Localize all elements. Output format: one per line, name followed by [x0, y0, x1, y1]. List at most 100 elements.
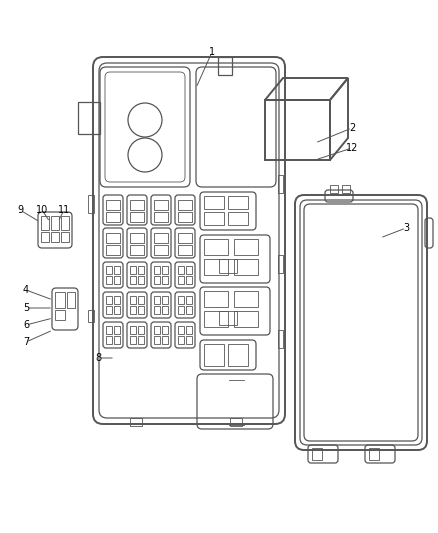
Bar: [138, 276, 144, 284]
Bar: [234, 291, 258, 307]
Bar: [162, 306, 168, 314]
Bar: [369, 448, 379, 460]
Text: 11: 11: [58, 205, 70, 215]
Bar: [88, 310, 94, 322]
Bar: [278, 255, 283, 273]
Bar: [154, 200, 168, 210]
Bar: [312, 448, 322, 460]
Bar: [154, 266, 160, 274]
Bar: [130, 418, 142, 426]
Bar: [41, 232, 49, 242]
Bar: [67, 292, 75, 308]
Text: 1: 1: [209, 47, 215, 57]
Bar: [154, 306, 160, 314]
Bar: [106, 326, 112, 334]
Bar: [234, 259, 258, 275]
Bar: [204, 311, 228, 327]
Bar: [162, 266, 168, 274]
Bar: [219, 259, 237, 273]
Bar: [106, 276, 112, 284]
Bar: [106, 245, 120, 255]
Bar: [178, 212, 192, 222]
Bar: [186, 276, 192, 284]
Text: 3: 3: [403, 223, 409, 233]
Bar: [138, 296, 144, 304]
Bar: [106, 336, 112, 344]
Bar: [130, 336, 136, 344]
Bar: [138, 306, 144, 314]
Bar: [154, 276, 160, 284]
Bar: [51, 232, 59, 242]
Bar: [228, 196, 248, 209]
Bar: [154, 296, 160, 304]
Bar: [204, 259, 228, 275]
Bar: [234, 311, 258, 327]
Bar: [265, 100, 330, 160]
Bar: [278, 175, 283, 193]
Text: 4: 4: [23, 285, 29, 295]
Bar: [204, 291, 228, 307]
Bar: [114, 266, 120, 274]
Bar: [218, 57, 232, 75]
Bar: [106, 296, 112, 304]
Bar: [186, 266, 192, 274]
Bar: [138, 336, 144, 344]
Bar: [55, 292, 65, 308]
Bar: [138, 266, 144, 274]
Bar: [130, 326, 136, 334]
Bar: [228, 344, 248, 366]
Text: 5: 5: [23, 303, 29, 313]
Bar: [130, 276, 136, 284]
Text: 2: 2: [349, 123, 355, 133]
Bar: [186, 326, 192, 334]
Bar: [342, 185, 350, 193]
Bar: [78, 102, 100, 134]
Text: 12: 12: [346, 143, 358, 153]
Bar: [51, 216, 59, 230]
Bar: [138, 326, 144, 334]
Bar: [178, 266, 184, 274]
Bar: [154, 233, 168, 243]
Bar: [106, 233, 120, 243]
Bar: [88, 195, 94, 213]
Bar: [106, 212, 120, 222]
Bar: [230, 418, 242, 426]
Bar: [130, 200, 144, 210]
Bar: [162, 336, 168, 344]
Bar: [61, 216, 69, 230]
Bar: [204, 212, 224, 225]
Bar: [130, 306, 136, 314]
Text: 6: 6: [23, 320, 29, 330]
Bar: [186, 306, 192, 314]
Text: 9: 9: [17, 205, 23, 215]
Bar: [162, 296, 168, 304]
Text: 7: 7: [23, 337, 29, 347]
Bar: [178, 296, 184, 304]
Bar: [41, 216, 49, 230]
Bar: [130, 245, 144, 255]
Bar: [154, 326, 160, 334]
Bar: [154, 336, 160, 344]
Bar: [330, 185, 338, 193]
Bar: [130, 266, 136, 274]
Bar: [154, 212, 168, 222]
Bar: [162, 276, 168, 284]
Bar: [178, 276, 184, 284]
Bar: [278, 330, 283, 348]
Bar: [154, 245, 168, 255]
Bar: [178, 306, 184, 314]
Bar: [61, 232, 69, 242]
Bar: [234, 239, 258, 255]
Bar: [106, 266, 112, 274]
Bar: [204, 344, 224, 366]
Bar: [114, 296, 120, 304]
Bar: [178, 336, 184, 344]
Bar: [228, 212, 248, 225]
Bar: [130, 296, 136, 304]
Bar: [178, 245, 192, 255]
Bar: [178, 233, 192, 243]
Bar: [106, 200, 120, 210]
Bar: [186, 296, 192, 304]
Bar: [204, 239, 228, 255]
Bar: [114, 306, 120, 314]
